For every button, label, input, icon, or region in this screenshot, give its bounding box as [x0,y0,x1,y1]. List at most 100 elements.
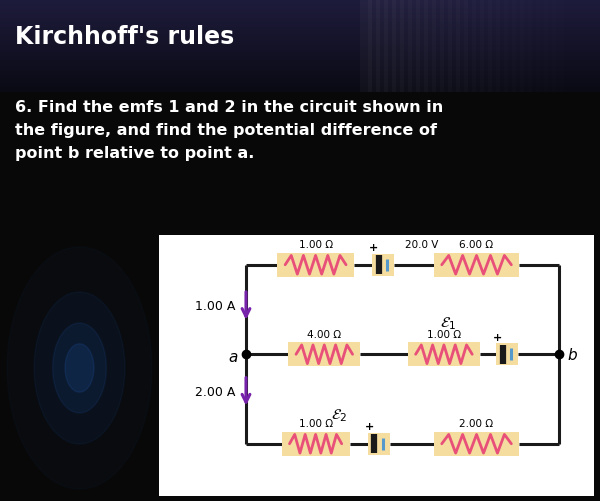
Bar [408,0,420,93]
Bar [0,58,600,59]
Bar [0,65,600,66]
Text: 2.00 Ω: 2.00 Ω [460,418,494,428]
Text: 6. Find the emfs 1 and 2 in the circuit shown in
the figure, and find the potent: 6. Find the emfs 1 and 2 in the circuit … [15,100,443,160]
Bar [0,67,600,68]
Bar [0,61,600,62]
Bar [416,0,428,93]
Bar [0,84,600,85]
Bar [0,92,600,93]
Bar [0,3,600,4]
Bar [0,87,600,88]
Bar [0,22,600,23]
Bar [372,254,394,277]
Bar [0,76,600,77]
Bar [0,25,600,26]
Bar [0,36,600,37]
Bar [0,34,600,35]
Text: a: a [228,349,238,364]
Bar [0,64,600,65]
Text: 1.00 Ω: 1.00 Ω [299,418,332,428]
Polygon shape [65,344,94,392]
Bar [0,2,600,3]
Bar [0,9,600,10]
Bar [0,39,600,40]
Bar [0,88,600,89]
Bar [0,40,600,41]
Bar [0,53,600,54]
Bar [0,89,600,90]
Bar [400,0,412,93]
Bar [0,24,600,25]
Bar [504,0,516,93]
Bar [0,70,600,71]
Bar [0,54,600,55]
Text: $\mathcal{E}_2$: $\mathcal{E}_2$ [331,407,347,423]
Bar [0,11,600,12]
Bar [434,254,519,277]
Bar [552,0,564,93]
Bar [560,0,572,93]
Bar [0,72,600,73]
Bar [0,66,600,67]
Bar [0,21,600,22]
Text: 2.00 A: 2.00 A [195,385,235,398]
Bar [592,0,600,93]
Text: b: b [568,347,578,362]
Bar [0,77,600,78]
Bar [0,33,600,34]
Polygon shape [53,324,106,413]
Bar [440,0,452,93]
Bar [0,28,600,29]
Bar [368,0,380,93]
Bar [0,0,600,1]
Bar [512,0,524,93]
Text: +: + [369,242,378,253]
Bar [0,27,600,28]
Bar [0,26,600,27]
Bar [424,0,436,93]
Bar [0,49,600,50]
Bar [584,0,596,93]
Bar [0,13,600,14]
Bar [520,0,532,93]
Bar [0,68,600,69]
Text: +: + [364,421,374,431]
Bar [0,80,600,81]
Bar [528,0,540,93]
Text: 6.00 Ω: 6.00 Ω [460,239,494,249]
Bar [0,46,600,47]
Bar [392,0,404,93]
Text: 4.00 Ω: 4.00 Ω [307,329,341,339]
Text: 1.00 Ω: 1.00 Ω [427,329,461,339]
Bar [544,0,556,93]
Text: 1.00 Ω: 1.00 Ω [299,239,332,249]
Bar [488,0,500,93]
Bar [0,71,600,72]
Bar [0,55,600,56]
Bar [0,35,600,36]
Bar [360,0,372,93]
Bar [434,432,519,456]
Text: $\mathcal{E}_1$: $\mathcal{E}_1$ [440,315,456,332]
Bar [0,74,600,75]
Bar [0,4,600,5]
Bar [480,0,492,93]
Bar [0,1,600,2]
Bar [0,82,600,83]
Bar [0,29,600,30]
Bar [0,20,600,21]
Bar [0,6,600,7]
Bar [496,0,508,93]
Bar [0,37,600,38]
Bar [0,18,600,19]
Bar [288,343,361,366]
Bar [0,57,600,58]
Bar [0,10,600,11]
Bar [576,0,588,93]
Bar [384,0,396,93]
Bar [0,19,600,20]
Bar [0,63,600,64]
Bar [0,5,600,6]
Bar [0,8,600,9]
Bar [0,7,600,8]
